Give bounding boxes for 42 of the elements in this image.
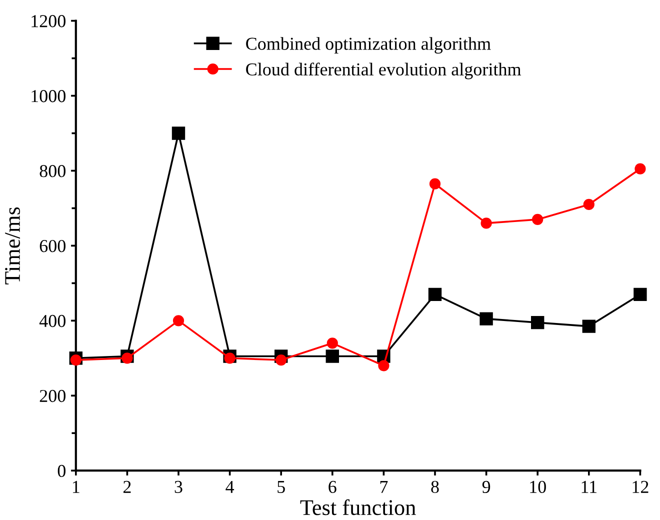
x-tick-label: 11 <box>582 480 597 493</box>
point <box>276 354 287 366</box>
x-axis-title: Test function <box>300 499 416 516</box>
y-tick-label: 0 <box>58 464 66 478</box>
point <box>429 178 441 190</box>
point <box>122 352 133 364</box>
x-tick-label: 10 <box>530 480 546 494</box>
x-tick-label: 3 <box>174 480 182 494</box>
x-tick-label: 12 <box>632 480 648 493</box>
x-tick-label: 6 <box>328 480 336 494</box>
legend-label: Cloud differential evolution algorithm <box>246 62 522 80</box>
y-tick-label: 600 <box>40 240 66 252</box>
x-tick-label: 9 <box>482 480 490 494</box>
y-tick-label: 200 <box>40 390 66 402</box>
point <box>531 316 544 330</box>
point <box>428 288 442 302</box>
y-tick-label: 400 <box>39 314 66 328</box>
point <box>378 360 390 372</box>
x-tick-label: 1 <box>72 480 80 493</box>
y-axis-title: Time/ms <box>5 207 20 284</box>
x-tick-label: 5 <box>278 481 285 494</box>
point <box>582 320 596 333</box>
point <box>172 315 184 326</box>
point <box>583 198 594 210</box>
point <box>532 214 544 226</box>
point <box>326 338 338 349</box>
legend-label: Combined optimization algorithm <box>246 37 491 54</box>
x-tick-label: 7 <box>380 481 388 493</box>
point <box>634 163 646 174</box>
point <box>70 354 82 366</box>
y-tick-label: 1000 <box>32 90 66 102</box>
point <box>172 126 186 140</box>
x-tick-label: 8 <box>431 480 439 494</box>
point <box>480 312 493 326</box>
y-tick-label: 1200 <box>32 15 66 28</box>
x-tick-label: 4 <box>226 480 234 493</box>
point <box>480 218 492 229</box>
x-tick-label: 2 <box>123 480 131 493</box>
point <box>224 352 236 364</box>
y-tick-label: 800 <box>40 164 66 178</box>
point <box>634 288 647 302</box>
point <box>326 350 339 363</box>
